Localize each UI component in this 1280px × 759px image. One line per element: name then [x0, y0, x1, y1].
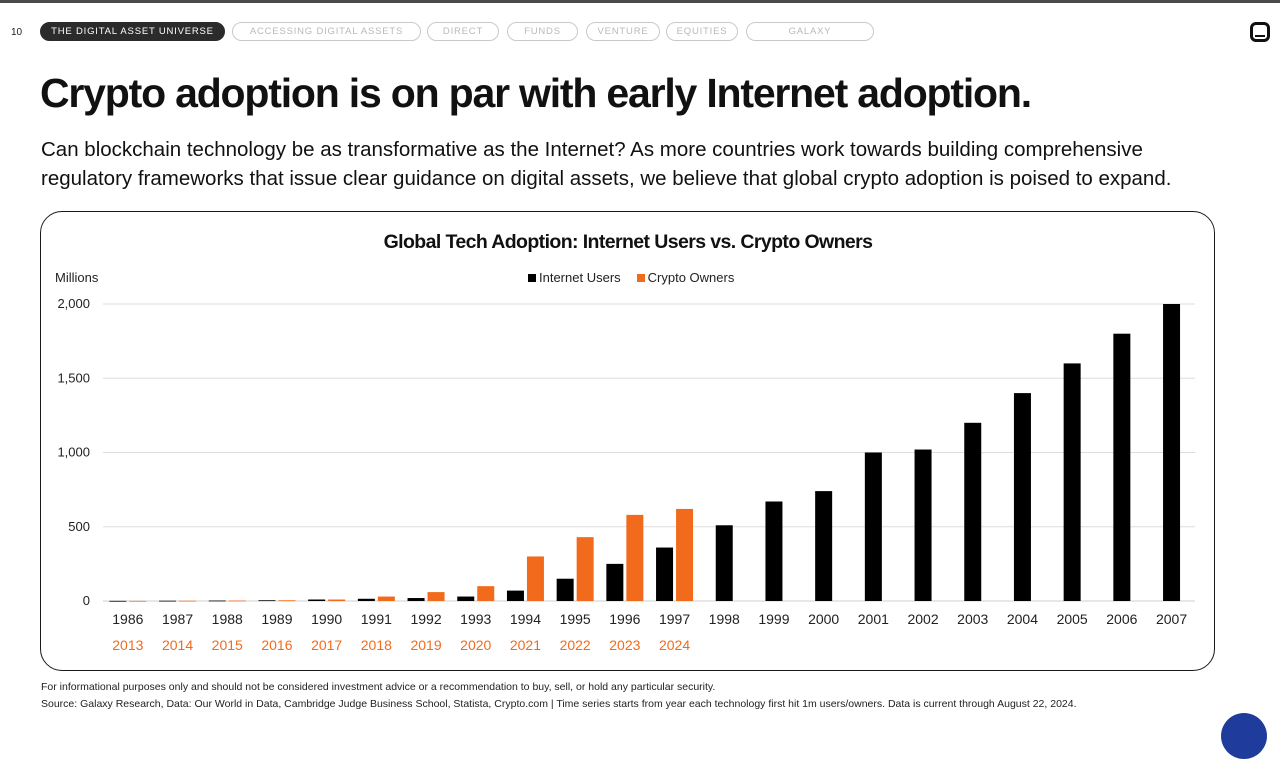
bar-internet-users [964, 422, 982, 601]
x-tick-label-internet-year: 2006 [1106, 611, 1137, 627]
corner-badge [1221, 713, 1267, 759]
bar-internet-users [308, 599, 326, 601]
x-tick-label-crypto-year: 2018 [361, 637, 392, 653]
bar-internet-users [1113, 333, 1131, 601]
bar-internet-users [715, 525, 733, 601]
top-rule [0, 0, 1280, 3]
bar-internet-users [815, 491, 833, 601]
bar-crypto-owners [129, 600, 147, 602]
x-tick-label-crypto-year: 2014 [162, 637, 193, 653]
x-tick-label-internet-year: 1998 [709, 611, 740, 627]
x-tick-label-internet-year: 1989 [261, 611, 292, 627]
y-tick-label: 500 [68, 519, 90, 534]
x-tick-label-crypto-year: 2021 [510, 637, 541, 653]
bar-internet-users [606, 563, 624, 601]
legend-item-internet-users: Internet Users [528, 270, 621, 285]
x-tick-label-internet-year: 1997 [659, 611, 690, 627]
tab-the-digital-asset-universe[interactable]: THE DIGITAL ASSET UNIVERSE [40, 22, 225, 41]
x-tick-label-internet-year: 1987 [162, 611, 193, 627]
tab-direct[interactable]: DIRECT [427, 22, 499, 41]
x-tick-label-crypto-year: 2020 [460, 637, 491, 653]
bar-internet-users [914, 449, 932, 601]
tab-accessing-digital-assets[interactable]: ACCESSING DIGITAL ASSETS [232, 22, 421, 41]
bar-internet-users [765, 501, 783, 601]
bar-internet-users [407, 598, 425, 601]
legend-label-internet: Internet Users [539, 270, 621, 285]
bar-internet-users [506, 590, 524, 601]
y-tick-label: 2,000 [57, 296, 90, 311]
x-tick-label-internet-year: 1995 [560, 611, 591, 627]
legend-swatch-crypto [636, 273, 645, 282]
page-number: 10 [11, 27, 23, 38]
x-tick-label-internet-year: 2003 [957, 611, 988, 627]
tab-equities[interactable]: EQUITIES [666, 22, 738, 41]
bar-internet-users [109, 600, 127, 602]
bar-internet-users [1163, 304, 1181, 601]
legend-label-crypto: Crypto Owners [647, 270, 735, 285]
bar-crypto-owners [526, 556, 544, 601]
legend-item-crypto-owners: Crypto Owners [636, 270, 735, 285]
source-text: Source: Galaxy Research, Data: Our World… [41, 698, 1077, 710]
x-tick-label-internet-year: 1994 [510, 611, 541, 627]
x-tick-label-internet-year: 1990 [311, 611, 342, 627]
x-tick-label-internet-year: 2004 [1007, 611, 1038, 627]
x-tick-label-crypto-year: 2022 [560, 637, 591, 653]
x-tick-label-internet-year: 2007 [1156, 611, 1187, 627]
bar-crypto-owners [626, 514, 644, 601]
x-tick-label-internet-year: 1988 [212, 611, 243, 627]
x-tick-label-crypto-year: 2023 [609, 637, 640, 653]
x-tick-label-internet-year: 1999 [758, 611, 789, 627]
bar-internet-users [258, 600, 276, 602]
bar-internet-users [864, 452, 882, 601]
bar-crypto-owners [377, 596, 395, 601]
bar-internet-users [1063, 363, 1081, 601]
bar-internet-users [357, 598, 375, 601]
page-subtitle: Can blockchain technology be as transfor… [41, 138, 1172, 190]
x-tick-label-internet-year: 2002 [907, 611, 938, 627]
galaxy-logo-icon [1250, 22, 1270, 42]
bar-crypto-owners [477, 586, 495, 601]
bar-crypto-owners [576, 537, 594, 601]
x-tick-label-crypto-year: 2013 [112, 637, 143, 653]
bar-internet-users [656, 547, 674, 601]
x-tick-label-internet-year: 2000 [808, 611, 839, 627]
x-tick-label-internet-year: 1991 [361, 611, 392, 627]
disclaimer-text: For informational purposes only and shou… [41, 681, 716, 693]
x-tick-label-crypto-year: 2015 [212, 637, 243, 653]
x-tick-label-internet-year: 1993 [460, 611, 491, 627]
x-tick-label-crypto-year: 2016 [261, 637, 292, 653]
bar-crypto-owners [179, 600, 197, 602]
x-tick-label-internet-year: 1992 [410, 611, 441, 627]
bar-crypto-owners [278, 600, 296, 602]
bar-internet-users [1013, 393, 1031, 601]
x-tick-label-internet-year: 1986 [112, 611, 143, 627]
y-tick-label: 1,500 [57, 370, 90, 385]
x-tick-label-crypto-year: 2019 [410, 637, 441, 653]
bar-crypto-owners [228, 600, 246, 602]
bar-chart: 0 500 1,000 1,500 2,000 1986 2013 1987 2014 1988 2… [57, 296, 1195, 653]
legend-swatch-internet [528, 273, 536, 282]
x-tick-label-crypto-year: 2017 [311, 637, 342, 653]
x-tick-label-crypto-year: 2024 [659, 637, 690, 653]
bar-internet-users [457, 596, 475, 601]
x-tick-label-internet-year: 1996 [609, 611, 640, 627]
y-tick-label: 0 [83, 593, 90, 608]
tab-galaxy[interactable]: GALAXY [746, 22, 874, 41]
y-tick-label: 1,000 [57, 445, 90, 460]
bar-crypto-owners [427, 592, 445, 601]
tab-venture[interactable]: VENTURE [586, 22, 660, 41]
bar-crypto-owners [676, 508, 694, 601]
page-title: Crypto adoption is on par with early Int… [40, 70, 1032, 116]
bar-crypto-owners [328, 599, 346, 601]
y-axis-unit-label: Millions [55, 270, 99, 285]
chart-legend: Internet Users Crypto Owners [528, 270, 734, 285]
x-tick-label-internet-year: 2001 [858, 611, 889, 627]
x-tick-label-internet-year: 2005 [1057, 611, 1088, 627]
bar-internet-users [556, 578, 574, 601]
chart-title: Global Tech Adoption: Internet Users vs.… [383, 231, 873, 253]
bar-internet-users [159, 600, 177, 602]
bar-internet-users [208, 600, 226, 602]
tab-funds[interactable]: FUNDS [507, 22, 578, 41]
